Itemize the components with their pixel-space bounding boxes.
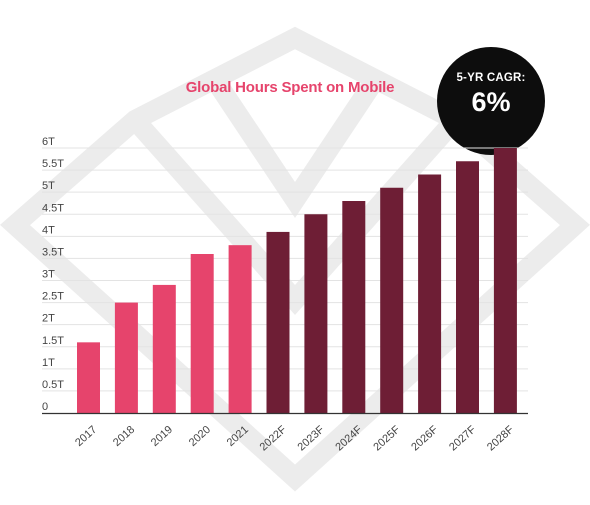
x-tick-label: 2026F [409, 423, 440, 453]
cagr-badge: 5-YR CAGR: 6% [437, 47, 545, 155]
bar-2019 [152, 284, 176, 413]
y-tick-label: 0.5T [42, 379, 64, 391]
x-tick-label: 2027F [447, 423, 478, 453]
bar-2026f [418, 174, 442, 413]
x-tick-label: 2025F [371, 423, 402, 453]
x-tick-label: 2028F [485, 423, 516, 453]
bar-2017 [77, 342, 100, 413]
y-tick-label: 2.5T [42, 291, 64, 303]
x-tick-label: 2023F [296, 423, 327, 453]
y-tick-label: 6T [42, 136, 55, 148]
x-tick-label: 2018 [111, 424, 137, 449]
y-tick-label: 1T [42, 357, 55, 369]
chart-title: Global Hours Spent on Mobile [185, 79, 395, 96]
y-tick-label: 3T [42, 269, 55, 281]
y-tick-label: 4T [42, 224, 55, 236]
x-tick-label: 2017 [73, 424, 99, 449]
bar-2027f [456, 161, 479, 413]
bar-2022f [266, 231, 290, 413]
bar-2024f [342, 201, 366, 413]
y-tick-label: 4.5T [42, 202, 64, 214]
y-tick-label: 5.5T [42, 158, 64, 170]
y-tick-label: 3.5T [42, 246, 64, 258]
cagr-label: 5-YR CAGR: [456, 72, 526, 84]
y-tick-label: 5T [42, 180, 55, 192]
x-tick-label: 2024F [333, 423, 364, 453]
y-tick-label: 1.5T [42, 335, 64, 347]
x-tick-label: 2022F [258, 423, 289, 453]
y-tick-label: 2T [42, 313, 55, 325]
bars [77, 148, 517, 413]
cagr-value: 6% [471, 87, 511, 117]
x-tick-label: 2019 [149, 424, 175, 449]
bar-2020 [190, 254, 214, 413]
y-axis-ticks: 0 0.5T 1T 1.5T 2T 2.5T 3T 3.5T 4T 4.5T 5T 5.5T 6T [42, 136, 64, 413]
bar-2021 [228, 245, 252, 413]
x-tick-label: 2021 [225, 424, 251, 449]
bar-2023f [304, 214, 328, 413]
y-tick-label: 0 [42, 401, 48, 413]
bar-2025f [380, 187, 404, 413]
x-axis-ticks: 2017 2018 2019 2020 2021 2022F 2023F 2024F 2025F… [73, 423, 516, 453]
bar-2028f [493, 148, 517, 413]
x-tick-label: 2020 [187, 424, 213, 449]
bar-2018 [114, 302, 138, 413]
